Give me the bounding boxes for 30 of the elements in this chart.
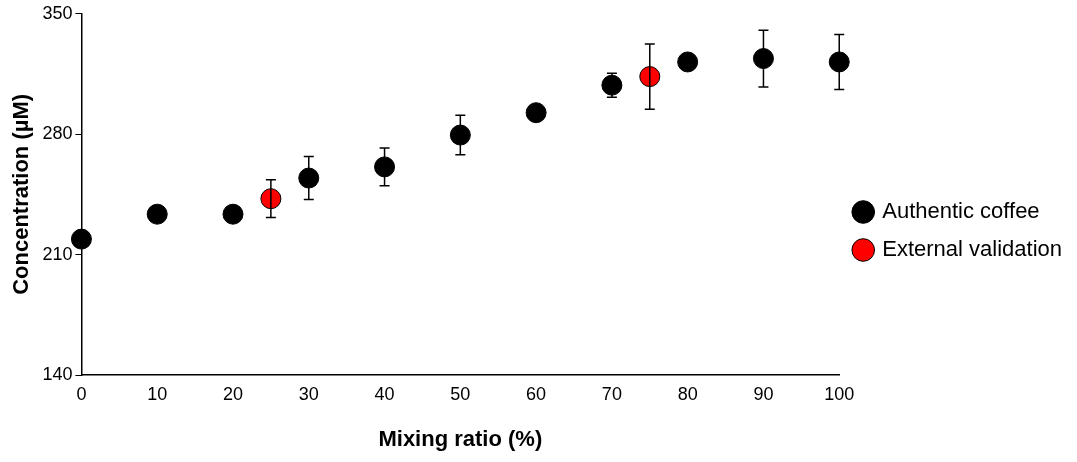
legend-label: Authentic coffee: [882, 198, 1040, 224]
legend-label: External validation: [882, 236, 1063, 262]
x-tick-label: 100: [824, 383, 855, 404]
x-tick-label: 30: [298, 383, 319, 404]
point: [525, 102, 547, 124]
x-axis-title: Mixing ratio (%): [378, 425, 543, 451]
y-tick-label: 280: [42, 123, 73, 144]
x-tick-label: 60: [526, 383, 547, 404]
point: [374, 156, 396, 178]
point: [752, 48, 774, 70]
x-tick-label: 80: [677, 383, 698, 404]
point: [70, 228, 92, 250]
x-tick-label: 90: [753, 383, 774, 404]
y-tick-label: 350: [42, 2, 73, 23]
point: [677, 51, 699, 73]
x-tick-label: 10: [147, 383, 168, 404]
y-axis-title: Concentration (µM): [8, 93, 34, 295]
y-tick-label: 210: [42, 243, 73, 264]
point: [601, 74, 623, 96]
point: [449, 124, 471, 146]
point: [828, 51, 850, 73]
y-tick-label: 140: [42, 363, 73, 384]
x-tick-label: 40: [374, 383, 395, 404]
point: [222, 203, 244, 225]
point: [146, 203, 168, 225]
point: [298, 167, 320, 189]
x-tick-label: 50: [450, 383, 471, 404]
x-tick-label: 70: [601, 383, 622, 404]
x-tick-label: 0: [76, 383, 87, 404]
x-tick-label: 20: [222, 383, 244, 404]
